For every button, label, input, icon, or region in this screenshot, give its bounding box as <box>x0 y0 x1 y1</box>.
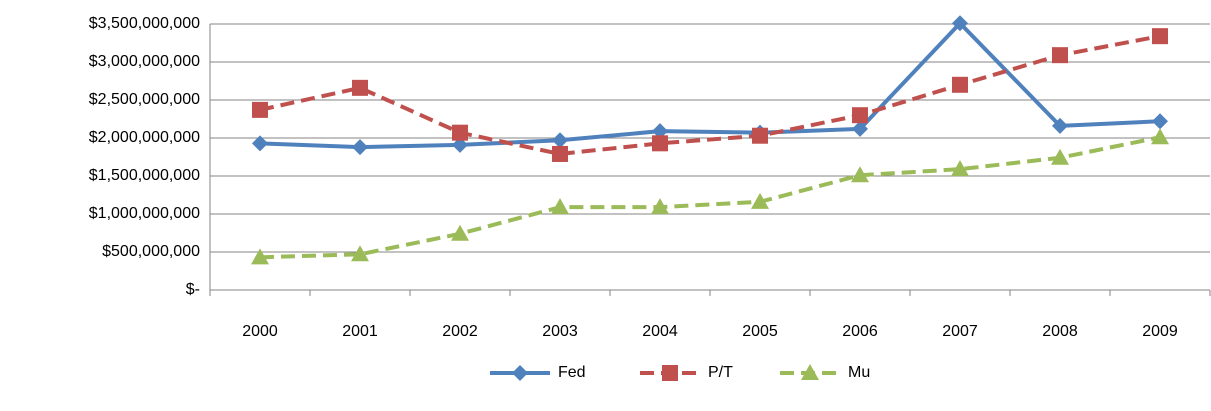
data-point <box>951 160 969 177</box>
legend-marker <box>512 365 528 381</box>
legend-marker <box>662 365 678 381</box>
x-tick-label: 2001 <box>342 323 378 340</box>
x-tick-label: 2003 <box>542 323 578 340</box>
data-point <box>351 245 369 262</box>
data-point <box>352 139 368 156</box>
series-line <box>259 135 1161 260</box>
data-point <box>752 127 768 144</box>
data-point <box>1151 128 1169 145</box>
data-point <box>952 15 968 32</box>
y-tick-label: $- <box>186 281 200 298</box>
x-tick-label: 2009 <box>1142 323 1178 340</box>
legend-label: Mu <box>848 364 870 381</box>
x-tick-label: 2004 <box>642 323 678 340</box>
legend-label: Fed <box>558 364 586 381</box>
data-point <box>852 107 868 124</box>
y-tick-label: $3,000,000,000 <box>89 53 200 70</box>
data-point <box>352 79 368 96</box>
y-tick-label: $3,500,000,000 <box>89 15 200 32</box>
series-line <box>259 34 1161 156</box>
y-tick-label: $1,500,000,000 <box>89 167 200 184</box>
data-point <box>652 135 668 152</box>
data-point <box>751 192 769 209</box>
data-point <box>251 248 269 265</box>
data-point <box>552 145 568 162</box>
x-tick-label: 2000 <box>242 323 278 340</box>
data-point <box>851 166 869 183</box>
x-tick-label: 2008 <box>1042 323 1078 340</box>
y-tick-label: $2,000,000,000 <box>89 129 200 146</box>
data-point <box>1051 148 1069 165</box>
data-point <box>952 76 968 93</box>
y-tick-label: $2,500,000,000 <box>89 91 200 108</box>
legend-label: P/T <box>708 364 733 381</box>
y-tick-label: $1,000,000,000 <box>89 205 200 222</box>
data-point <box>852 120 868 137</box>
data-point <box>1152 28 1168 45</box>
data-point <box>1052 47 1068 64</box>
series-line <box>259 21 1161 150</box>
data-point <box>252 101 268 118</box>
data-point <box>651 198 669 215</box>
data-point <box>652 123 668 140</box>
y-tick-label: $500,000,000 <box>102 243 200 260</box>
x-tick-label: 2006 <box>842 323 878 340</box>
x-tick-label: 2005 <box>742 323 778 340</box>
data-point <box>451 224 469 241</box>
data-point <box>552 132 568 149</box>
x-tick-label: 2007 <box>942 323 978 340</box>
data-point <box>452 136 468 153</box>
data-point <box>1152 113 1168 130</box>
data-point <box>551 198 569 215</box>
data-point <box>252 135 268 152</box>
data-point <box>452 124 468 141</box>
data-point <box>1052 117 1068 134</box>
x-tick-label: 2002 <box>442 323 478 340</box>
legend-marker <box>801 364 819 380</box>
